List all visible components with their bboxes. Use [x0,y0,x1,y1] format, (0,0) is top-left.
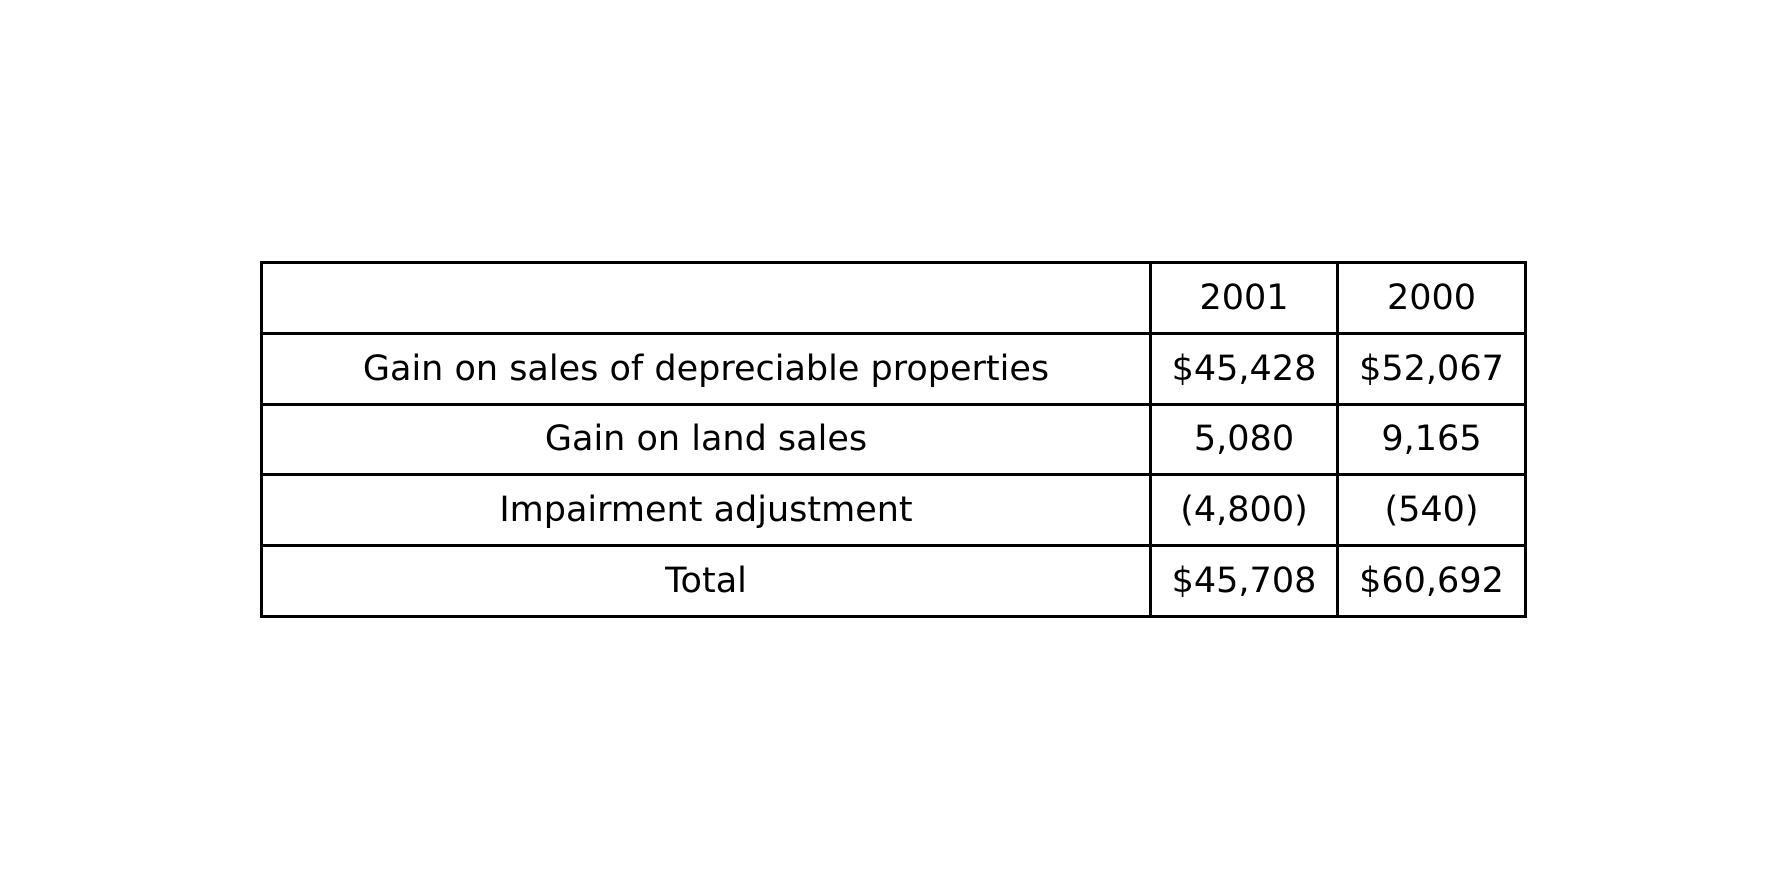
header-cell-blank [260,261,1152,335]
total-value-2001: $45,708 [1149,544,1339,618]
financial-table: 2001 2000 Gain on sales of depreciable p… [260,261,1527,618]
row-label: Gain on sales of depreciable properties [260,331,1152,406]
table-row: Impairment adjustment (4,800) (540) [260,473,1527,548]
table-row: Gain on land sales 5,080 9,165 [260,402,1527,477]
row-value-2000: (540) [1336,473,1527,548]
row-label: Gain on land sales [260,402,1152,477]
row-label: Impairment adjustment [260,473,1152,548]
row-value-2001: 5,080 [1149,402,1339,477]
total-value-2000: $60,692 [1336,544,1527,618]
header-cell-2001: 2001 [1149,261,1339,335]
header-cell-2000: 2000 [1336,261,1527,335]
total-label: Total [260,544,1152,618]
row-value-2000: 9,165 [1336,402,1527,477]
table-row: Gain on sales of depreciable properties … [260,331,1527,406]
row-value-2000: $52,067 [1336,331,1527,406]
header-row: 2001 2000 [260,261,1527,335]
total-row: Total $45,708 $60,692 [260,544,1527,618]
row-value-2001: (4,800) [1149,473,1339,548]
row-value-2001: $45,428 [1149,331,1339,406]
